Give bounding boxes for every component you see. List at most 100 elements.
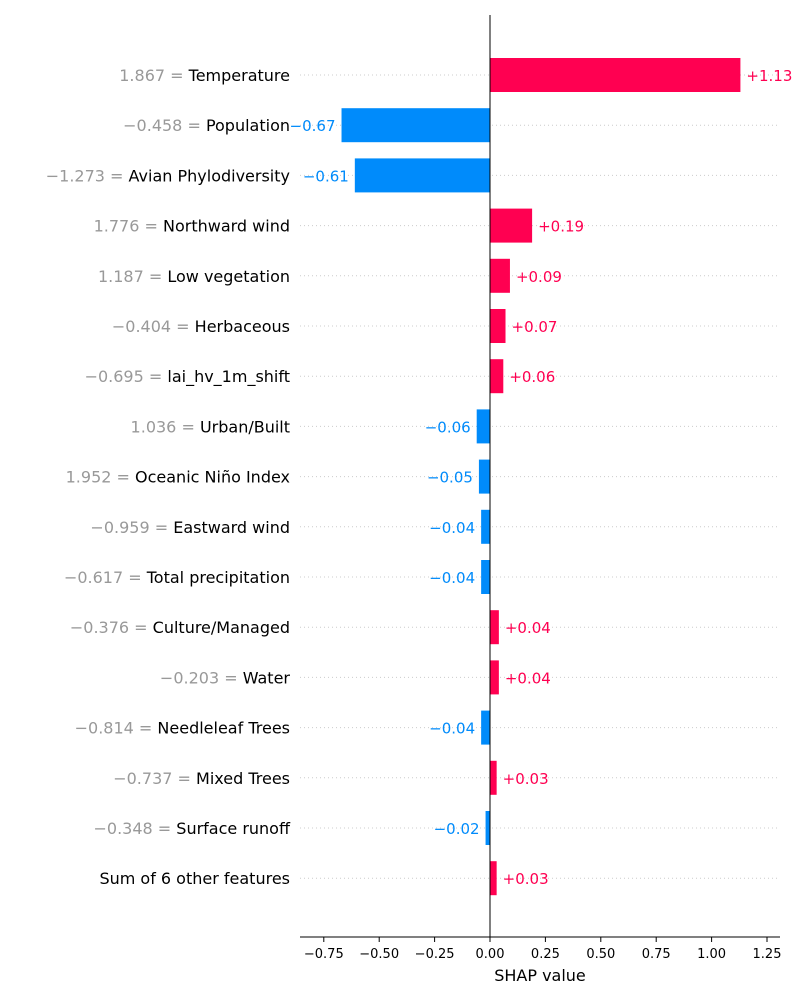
bar-sum-of-6-other-features — [490, 861, 497, 896]
feature-value: −0.376 = — [70, 618, 153, 637]
feature-name: Eastward wind — [173, 518, 290, 537]
data-label: +0.03 — [503, 770, 549, 788]
bar-water — [490, 660, 499, 695]
feature-value: −0.348 = — [93, 819, 176, 838]
feature-name: Temperature — [188, 66, 290, 85]
bar-northward-wind — [490, 208, 533, 243]
bar-needleleaf-trees — [481, 710, 490, 745]
x-tick-label: −0.25 — [415, 947, 455, 962]
data-label: −0.04 — [429, 519, 475, 537]
data-label: −0.61 — [303, 167, 349, 185]
feature-value: 1.952 = — [66, 468, 135, 487]
feature-label: −0.203 = Water — [160, 668, 291, 687]
feature-value: −0.404 = — [112, 317, 195, 336]
feature-name: lai_hv_1m_shift — [167, 367, 290, 387]
bar-herbaceous — [490, 309, 506, 343]
feature-labels: 1.867 = Temperature −0.458 = Population −1… — [46, 66, 291, 888]
feature-label: 1.776 = Northward wind — [94, 217, 290, 236]
feature-name: Low vegetation — [167, 267, 290, 286]
x-tick-label: 0.50 — [586, 947, 615, 962]
data-label: −0.04 — [429, 569, 475, 587]
data-label: −0.67 — [290, 117, 336, 135]
feature-label: Sum of 6 other features — [99, 869, 290, 888]
feature-value: 1.867 = — [119, 66, 188, 85]
feature-value: −0.695 = — [85, 367, 168, 386]
data-label: +0.04 — [505, 619, 551, 637]
x-tick-label: 1.00 — [697, 947, 726, 962]
feature-name: Avian Phylodiversity — [129, 166, 290, 185]
data-label: −0.06 — [425, 418, 471, 436]
feature-value: 1.776 = — [94, 217, 163, 236]
x-tick-label: −0.75 — [304, 947, 344, 962]
data-labels: +1.13 −0.67 −0.61 +0.19 +0.09 +0.07 +0.06 −0.06… — [290, 67, 793, 888]
feature-value: −0.814 = — [75, 719, 158, 738]
feature-value: −0.959 = — [90, 518, 173, 537]
data-label: +0.06 — [509, 368, 555, 386]
feature-label: −0.695 = lai_hv_1m_shift — [85, 367, 290, 387]
feature-name: Culture/Managed — [153, 618, 290, 637]
feature-label: −0.617 = Total precipitation — [64, 568, 290, 587]
feature-label: −0.959 = Eastward wind — [90, 518, 290, 537]
feature-label: −0.814 = Needleleaf Trees — [75, 719, 290, 738]
data-label: −0.05 — [427, 469, 473, 487]
bar-low-vegetation — [490, 258, 510, 293]
data-label: −0.04 — [429, 720, 475, 738]
feature-value: −1.273 = — [46, 166, 129, 185]
feature-label: −0.737 = Mixed Trees — [113, 769, 290, 788]
bars — [341, 58, 741, 896]
x-tick-label: 0.00 — [476, 947, 505, 962]
feature-name: Surface runoff — [176, 819, 291, 838]
feature-value: 1.036 = — [131, 417, 200, 436]
feature-label: 1.036 = Urban/Built — [131, 417, 290, 436]
x-axis-label: SHAP value — [494, 966, 586, 985]
bar-mixed-trees — [490, 760, 497, 795]
feature-name: Urban/Built — [200, 417, 290, 436]
data-label: +0.07 — [512, 318, 558, 336]
bar-total-precipitation — [481, 560, 490, 594]
feature-label: −0.376 = Culture/Managed — [70, 618, 290, 637]
grid-lines — [300, 74, 780, 879]
data-label: −0.02 — [434, 820, 480, 838]
feature-value: 1.187 = — [98, 267, 167, 286]
data-label: +0.09 — [516, 268, 562, 286]
bar-lai-hv-1m-shift — [490, 359, 504, 394]
x-tick-label: 0.75 — [642, 947, 671, 962]
data-label: +1.13 — [746, 67, 792, 85]
x-tick-label: 0.25 — [531, 947, 560, 962]
feature-value: −0.458 = — [123, 116, 206, 135]
feature-value: −0.617 = — [64, 568, 147, 587]
feature-label: −0.348 = Surface runoff — [93, 819, 290, 838]
feature-name: Water — [243, 668, 291, 687]
bar-eastward-wind — [481, 509, 490, 544]
feature-label: 1.952 = Oceanic Niño Index — [66, 468, 290, 487]
feature-label: −1.273 = Avian Phylodiversity — [46, 166, 290, 185]
feature-label: 1.867 = Temperature — [119, 66, 290, 85]
bar-culture-managed — [490, 610, 499, 645]
feature-name: Mixed Trees — [196, 769, 290, 788]
feature-name: Sum of 6 other features — [99, 869, 290, 888]
x-tick-label: −0.50 — [359, 947, 399, 962]
bar-temperature — [490, 58, 741, 92]
feature-value: −0.203 = — [160, 668, 243, 687]
feature-value: −0.737 = — [113, 769, 196, 788]
feature-label: −0.458 = Population — [123, 116, 290, 135]
feature-name: Total precipitation — [146, 568, 290, 587]
data-label: +0.04 — [505, 669, 551, 687]
feature-label: 1.187 = Low vegetation — [98, 267, 290, 286]
x-tick-label: 1.25 — [753, 947, 782, 962]
data-label: +0.03 — [503, 870, 549, 888]
bar-urban-built — [476, 409, 490, 444]
x-axis: −0.75 −0.50 −0.25 0.00 0.25 0.50 0.75 1.00 1.25 — [300, 936, 782, 962]
feature-name: Herbaceous — [195, 317, 290, 336]
feature-label: −0.404 = Herbaceous — [112, 317, 290, 336]
feature-name: Needleleaf Trees — [157, 719, 290, 738]
feature-name: Northward wind — [163, 217, 290, 236]
bar-avian-phylodiversity — [354, 158, 490, 193]
feature-name: Oceanic Niño Index — [135, 468, 290, 487]
bar-population — [341, 108, 490, 143]
data-label: +0.19 — [538, 218, 584, 236]
bar-oceanic-ni-o-index — [478, 459, 490, 494]
feature-name: Population — [206, 116, 290, 135]
bar-surface-runoff — [485, 811, 490, 845]
